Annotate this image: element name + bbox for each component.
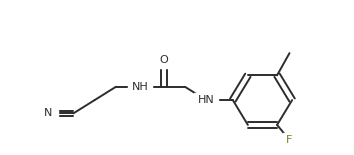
- Text: NH: NH: [131, 82, 148, 92]
- Bar: [128, 79, 152, 94]
- Text: O: O: [159, 55, 168, 65]
- Bar: [283, 133, 296, 147]
- Text: F: F: [286, 135, 293, 145]
- Bar: [158, 53, 170, 68]
- Text: HN: HN: [198, 95, 215, 105]
- Text: N: N: [44, 108, 52, 118]
- Bar: [46, 106, 58, 121]
- Bar: [194, 93, 218, 107]
